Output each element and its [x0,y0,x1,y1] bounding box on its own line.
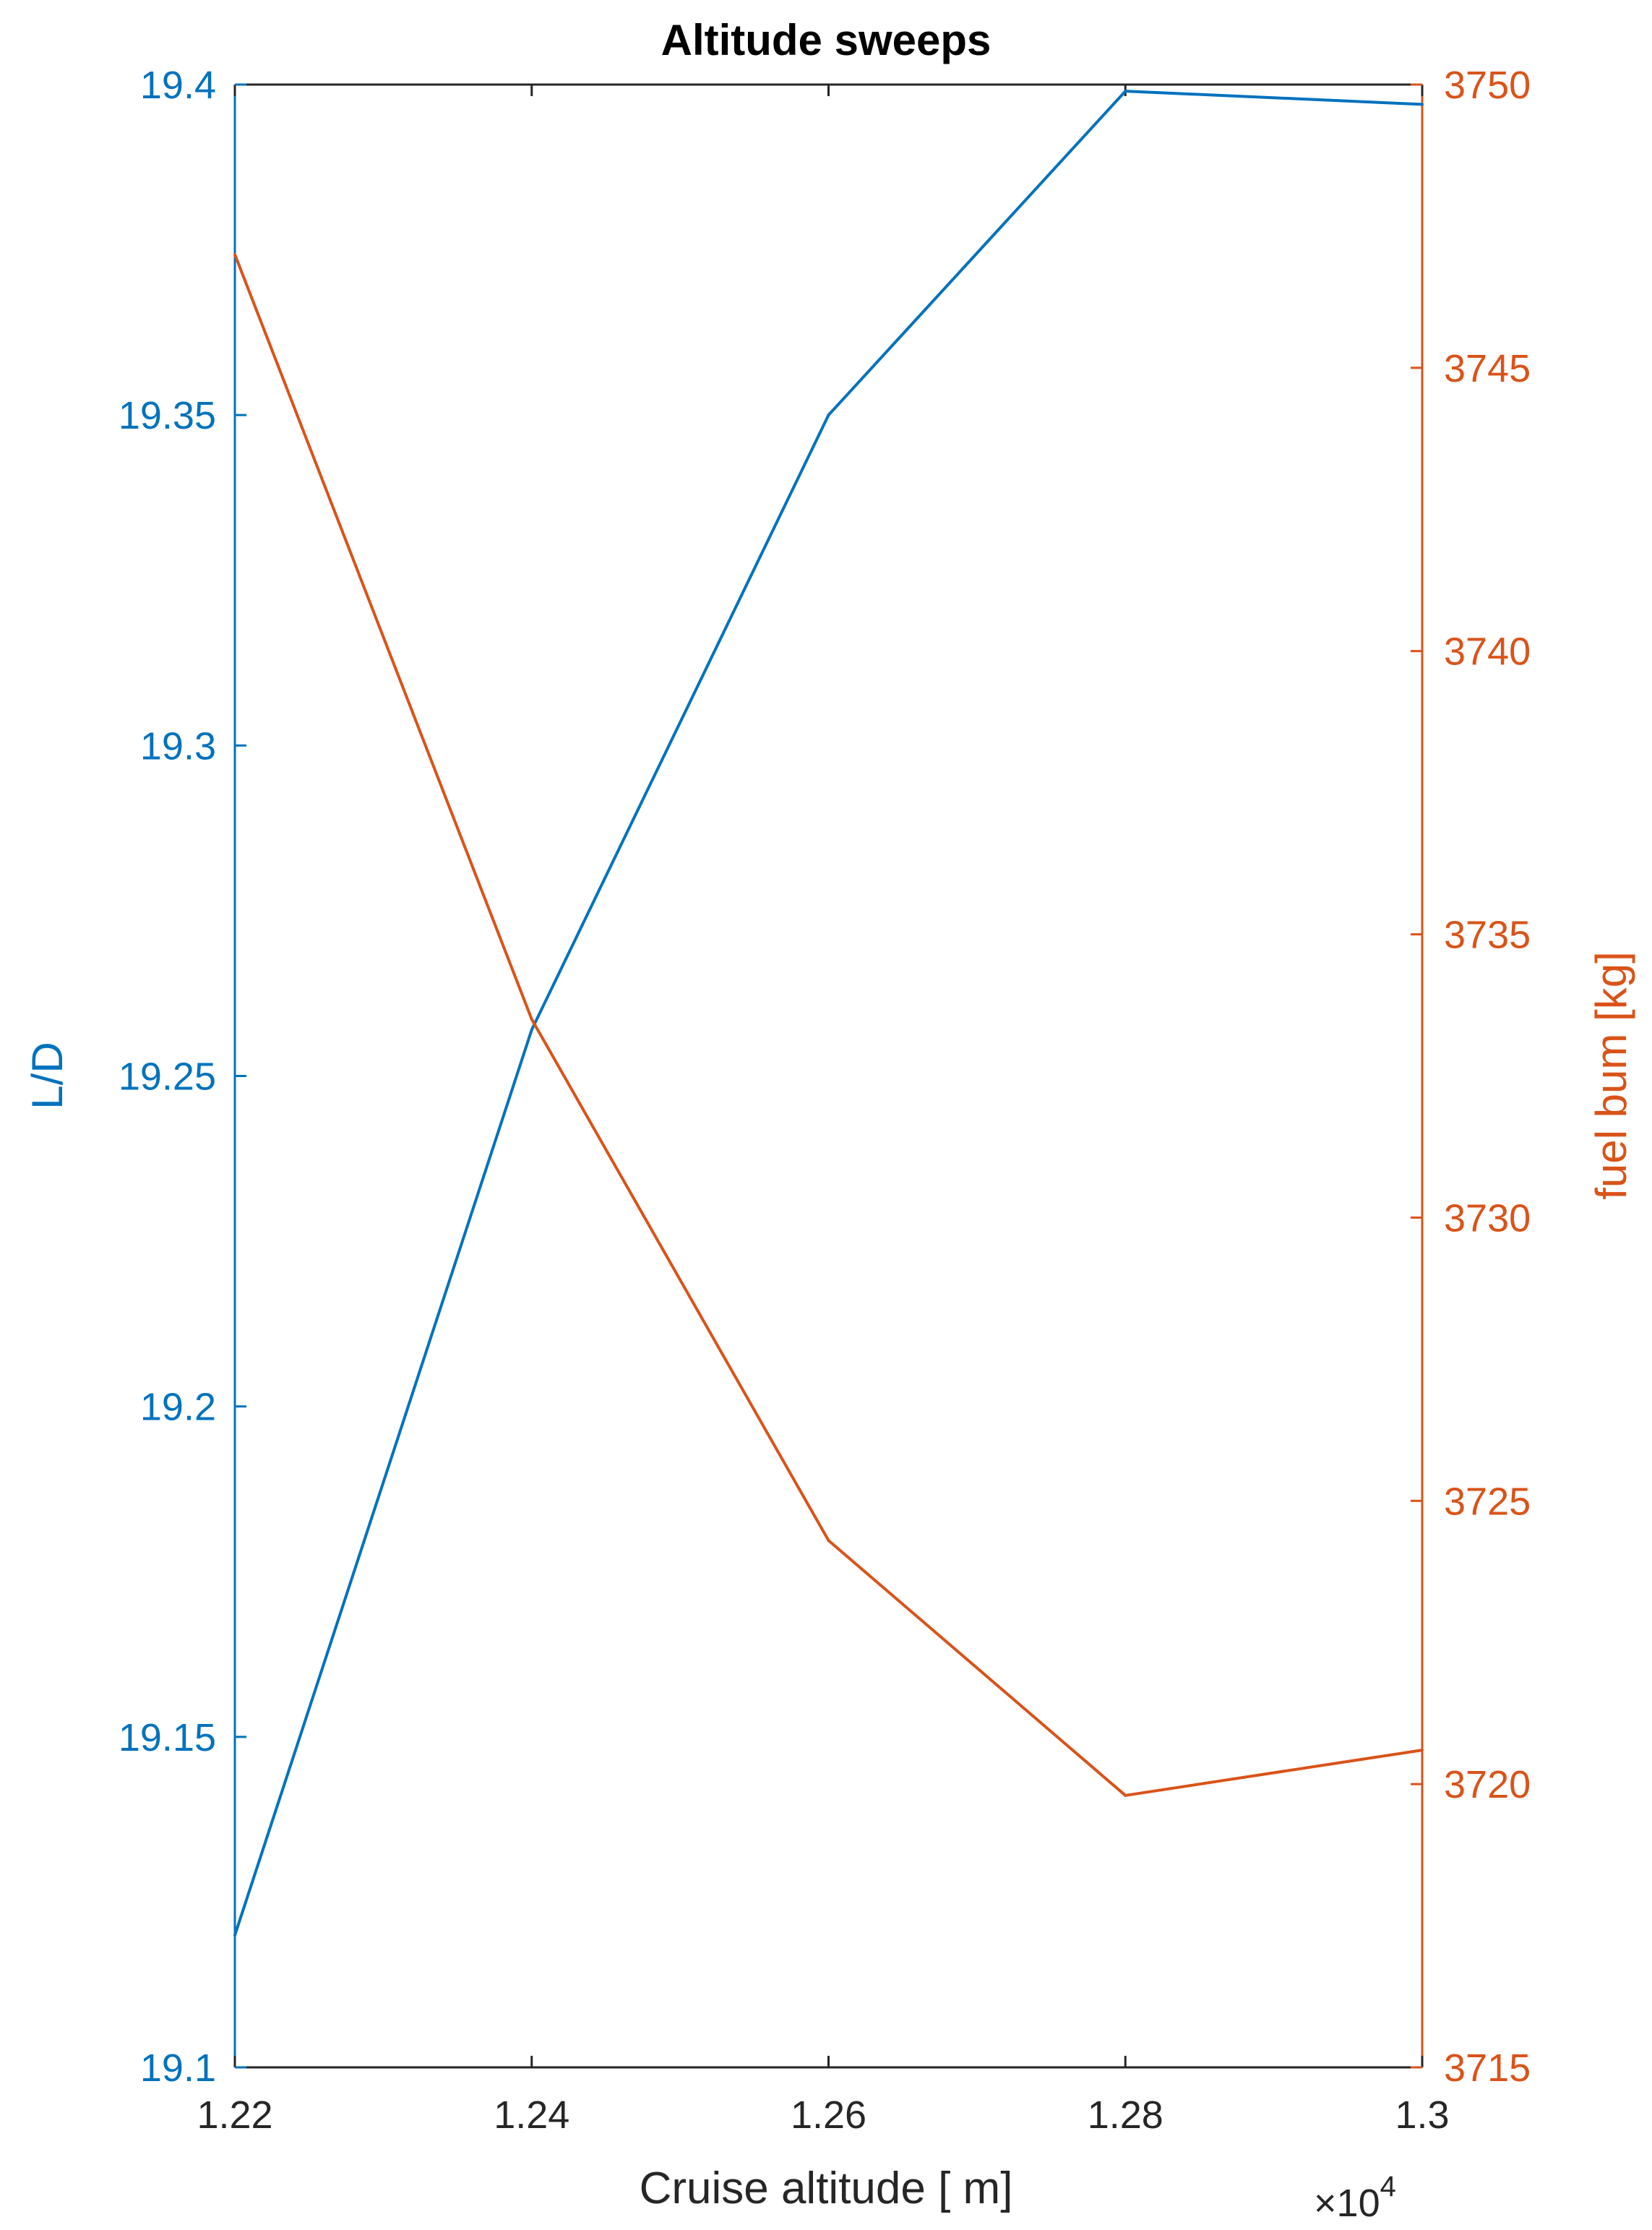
left-y-axis-label: L/D [23,1042,72,1109]
x-axis-label: Cruise altitude [ m] [640,2163,1013,2213]
x-tick-label: 1.26 [791,2093,866,2137]
data-point-fuel [827,1539,830,1543]
svg-text:×104: ×104 [1314,2171,1396,2225]
right-y-tick-label: 3735 [1444,914,1531,957]
right-y-tick-label: 3740 [1444,630,1531,674]
x-axis-multiplier: ×104 [1314,2171,1396,2225]
right-y-axis: 3715 3720 3725 3730 3735 3740 3745 3750 [1411,64,1531,2090]
series-line-ld [233,90,1423,1936]
right-y-axis-label: fuel bum [kg] [1587,951,1635,1200]
x-axis: 1.22 1.24 1.26 1.28 1.3 [197,85,1450,2137]
left-y-axis: 19.1 19.15 19.2 19.25 19.3 19.35 19.4 [119,64,246,2090]
right-y-tick-label: 3725 [1444,1480,1531,1523]
data-point-ld [1124,90,1127,93]
right-y-tick-label: 3745 [1444,347,1531,390]
data-point-fuel [1124,1793,1127,1797]
data-point-fuel [233,253,236,257]
left-y-tick-label: 19.1 [140,2046,216,2090]
left-y-tick-label: 19.2 [140,1386,216,1429]
series-line-fuel [233,254,1423,1797]
right-y-tick-label: 3720 [1444,1763,1531,1806]
series-layer [233,90,1424,1937]
x-multiplier-exponent: 4 [1380,2171,1396,2203]
left-y-tick-label: 19.4 [140,64,216,107]
chart-title: Altitude sweeps [661,16,991,64]
left-y-tick-label: 19.25 [119,1055,216,1099]
data-point-ld [233,1934,236,1937]
left-y-tick-label: 19.35 [119,394,216,437]
right-y-tick-label: 3730 [1444,1196,1531,1240]
x-tick-label: 1.28 [1088,2093,1163,2137]
left-y-tick-label: 19.3 [140,724,216,768]
data-point-ld [1421,103,1424,106]
x-tick-label: 1.24 [494,2093,569,2137]
x-multiplier-base: ×10 [1314,2182,1380,2225]
data-point-ld [827,413,830,417]
data-point-fuel [530,1018,533,1021]
plot-area [233,83,1424,2069]
x-tick-label: 1.3 [1395,2093,1449,2137]
data-point-ld [530,1028,533,1032]
left-y-tick-label: 19.15 [119,1716,216,1759]
right-y-tick-label: 3750 [1444,64,1531,107]
x-tick-label: 1.22 [197,2093,272,2137]
data-point-fuel [1421,1749,1424,1752]
right-y-tick-label: 3715 [1444,2046,1531,2090]
